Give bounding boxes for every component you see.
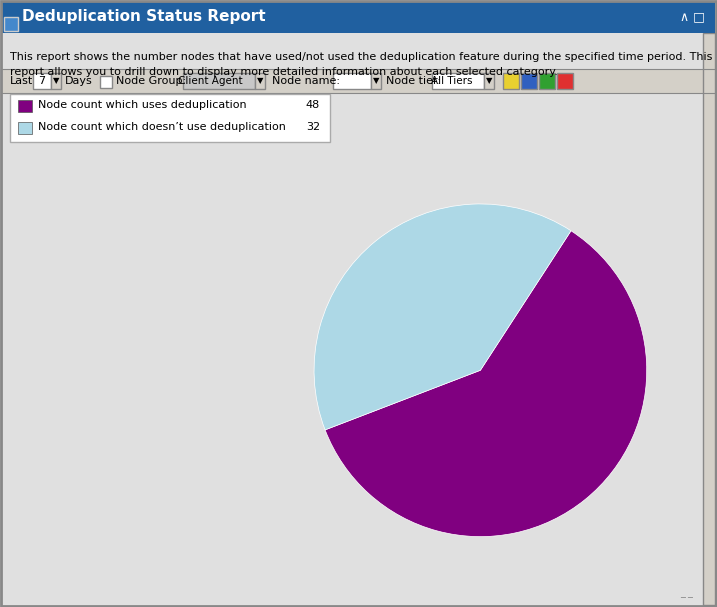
Text: ▼: ▼ [485, 76, 493, 86]
Bar [10, 94, 330, 142]
Bar [521, 73, 537, 89]
Text: Node count which doesn’t use deduplication: Node count which doesn’t use deduplicati… [38, 122, 286, 132]
Text: Client Agent: Client Agent [178, 76, 242, 86]
Bar [557, 73, 573, 89]
Text: ▼: ▼ [53, 76, 60, 86]
Text: Last: Last [10, 76, 33, 86]
Bar [2, 69, 715, 93]
Text: ▼: ▼ [373, 76, 379, 86]
Bar [100, 76, 112, 88]
Text: _ _: _ _ [680, 587, 693, 597]
Text: Node name:: Node name: [272, 76, 340, 86]
Bar [703, 33, 715, 605]
Text: Deduplication Status Report: Deduplication Status Report [22, 10, 265, 24]
Text: Days: Days [65, 76, 92, 86]
Text: Node count which uses deduplication: Node count which uses deduplication [38, 100, 247, 110]
Bar [255, 73, 265, 89]
Text: report allows you to drill down to display more detailed information about each : report allows you to drill down to displ… [10, 67, 558, 77]
Bar [4, 17, 18, 31]
Bar [18, 122, 32, 134]
Bar [33, 73, 51, 89]
Bar [2, 2, 715, 33]
Bar [333, 73, 371, 89]
Text: 32: 32 [306, 122, 320, 132]
Bar [503, 73, 519, 89]
Bar [51, 73, 61, 89]
Bar [484, 73, 494, 89]
Bar [18, 100, 32, 112]
Wedge shape [314, 204, 571, 430]
Text: 7: 7 [39, 76, 46, 86]
Text: ∧ □: ∧ □ [680, 10, 705, 24]
Text: This report shows the number nodes that have used/not used the deduplication fea: This report shows the number nodes that … [10, 52, 713, 62]
Wedge shape [325, 231, 647, 537]
Bar [183, 73, 255, 89]
Bar [539, 73, 555, 89]
Text: Node tier:: Node tier: [386, 76, 441, 86]
Text: All Tiers: All Tiers [431, 76, 473, 86]
Text: ▼: ▼ [257, 76, 263, 86]
Bar [432, 73, 484, 89]
Bar [371, 73, 381, 89]
Text: 48: 48 [305, 100, 320, 110]
Text: Node Group:: Node Group: [116, 76, 186, 86]
